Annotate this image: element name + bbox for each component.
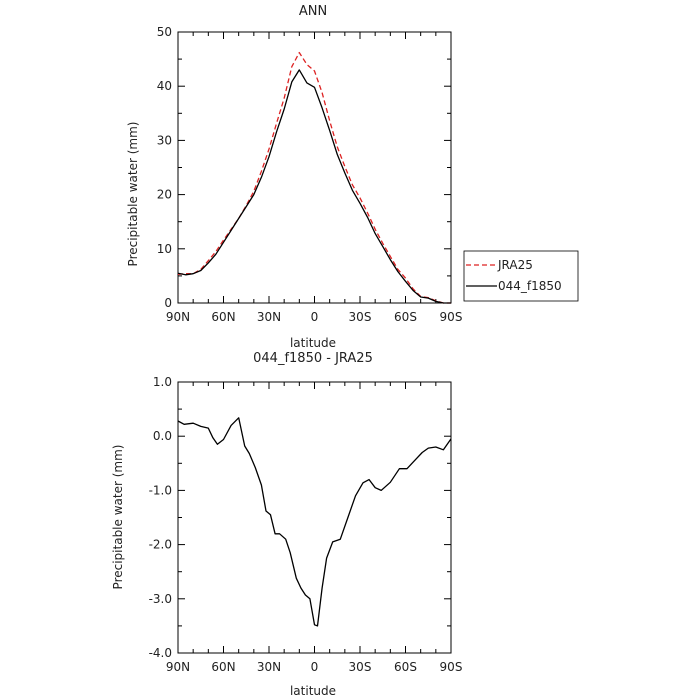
x-axis-label: latitude <box>290 684 336 698</box>
series-line-difference <box>177 417 452 627</box>
x-tick-label: 30N <box>257 660 281 674</box>
x-tick-label: 0 <box>311 660 319 674</box>
x-tick-label: 90N <box>166 660 190 674</box>
x-axis-label: latitude <box>290 336 336 350</box>
difference-chart: 044_f1850 - JRA25 Precipitable water (mm… <box>111 351 462 698</box>
y-axis-label: Precipitable water (mm) <box>126 122 140 267</box>
x-tick-label: 30N <box>257 310 281 324</box>
precipitable-water-chart: ANN Precipitable water (mm) latitude JRA… <box>126 4 579 350</box>
y-tick-label: -1.0 <box>149 483 172 497</box>
series-line-jra25 <box>177 51 451 304</box>
x-tick-label: 60S <box>394 660 417 674</box>
y-tick-label: 0.0 <box>153 429 172 443</box>
x-tick-label: 90S <box>440 660 463 674</box>
y-tick-label: 30 <box>157 133 172 147</box>
x-tick-label: 0 <box>311 310 319 324</box>
y-tick-label: -3.0 <box>149 592 172 606</box>
legend-label-044-f1850: 044_f1850 <box>498 279 562 293</box>
x-tick-label: 90S <box>440 310 463 324</box>
x-tick-label: 30S <box>349 660 372 674</box>
y-tick-label: 10 <box>157 242 172 256</box>
y-tick-label: 1.0 <box>153 375 172 389</box>
y-tick-label: 20 <box>157 188 172 202</box>
chart-title: ANN <box>299 4 327 19</box>
chart-title: 044_f1850 - JRA25 <box>253 351 373 366</box>
legend-label-jra25: JRA25 <box>497 258 533 272</box>
x-tick-label: 30S <box>349 310 372 324</box>
y-tick-label: 0 <box>164 296 172 310</box>
x-tick-label: 90N <box>166 310 190 324</box>
legend-box <box>463 250 579 302</box>
series-line-044-f1850 <box>177 69 451 304</box>
y-tick-label: 40 <box>157 79 172 93</box>
y-tick-label: -2.0 <box>149 538 172 552</box>
plot-frame <box>177 381 452 654</box>
x-tick-label: 60N <box>211 310 235 324</box>
y-tick-label: 50 <box>157 25 172 39</box>
legend: JRA25 044_f1850 <box>463 250 579 302</box>
y-axis-label: Precipitable water (mm) <box>111 445 125 590</box>
y-tick-label: -4.0 <box>149 646 172 660</box>
x-tick-label: 60N <box>211 660 235 674</box>
x-tick-label: 60S <box>394 310 417 324</box>
